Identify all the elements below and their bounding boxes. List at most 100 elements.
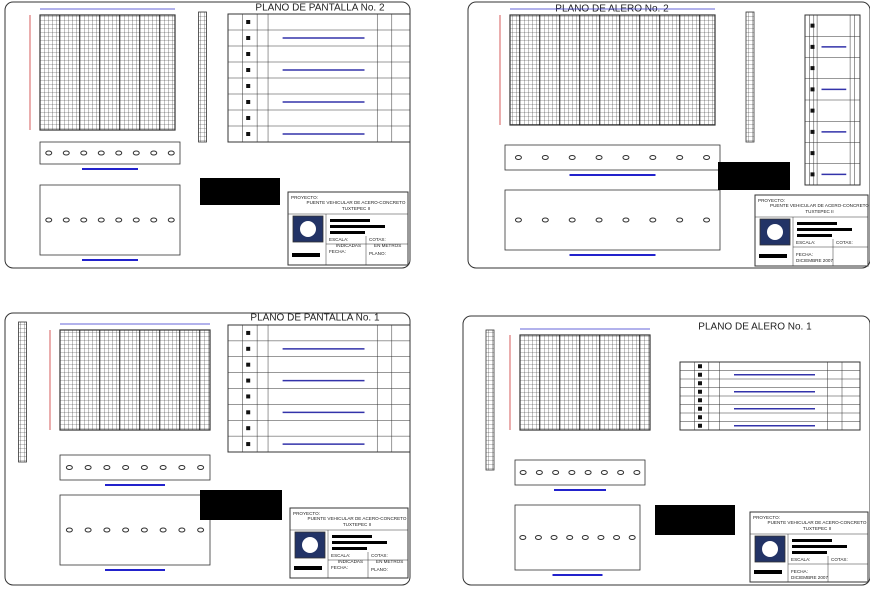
tb-text: FECHA: (791, 569, 808, 574)
tb-text: FECHA: (331, 565, 348, 570)
pile (159, 527, 167, 533)
pile (97, 217, 105, 223)
sheet: PLANO DE PANTALLA No. 1 PROYECTO:PUENTE V… (4, 312, 411, 586)
pile (541, 155, 549, 160)
table-mark (246, 20, 251, 24)
pile (45, 150, 53, 156)
pile (613, 535, 621, 540)
tb-fill (797, 228, 852, 231)
table-mark (246, 378, 251, 383)
pile (703, 155, 711, 160)
pile (178, 465, 186, 470)
tb-fill (797, 222, 837, 225)
table-mark (698, 372, 702, 377)
pile (62, 217, 70, 223)
section-detail (485, 329, 495, 471)
pile (568, 470, 576, 475)
pile (541, 217, 549, 223)
pile (103, 527, 111, 533)
pile (115, 150, 123, 156)
tb-fill (797, 234, 832, 237)
plan-bar (554, 489, 606, 491)
tb-fill (332, 535, 372, 538)
pile (595, 155, 603, 160)
table-mark (810, 172, 815, 177)
pile (45, 217, 53, 223)
tb-fill (792, 545, 847, 548)
table-mark (246, 442, 251, 447)
tb-text: EN METROS (376, 559, 403, 564)
pile (103, 465, 111, 470)
pile (140, 527, 148, 533)
tb-text: TUXTEPEC II (343, 522, 371, 527)
tb-text: FECHA: (796, 252, 813, 257)
tb-fill (294, 566, 322, 570)
title-block (287, 191, 409, 266)
tb-text: PLANO: (369, 251, 386, 256)
logo-mark (762, 541, 778, 557)
pile (84, 465, 92, 470)
table-mark (246, 116, 251, 120)
tb-text: DICIEMBRE 2007 (796, 258, 833, 263)
tb-text: ESCALA: (329, 237, 348, 242)
tb-text: PUENTE VEHICULAR DE ACERO-CONCRETO (770, 203, 869, 208)
pile (62, 150, 70, 156)
pile (622, 155, 630, 160)
sheet-frame (462, 315, 870, 586)
pile (649, 217, 657, 223)
tb-text: DICIEMBRE 2007 (791, 575, 828, 580)
table-mark (698, 423, 702, 428)
pile (140, 465, 148, 470)
pile (122, 465, 130, 470)
table-mark (246, 52, 251, 56)
pile (550, 535, 558, 540)
tb-fill (754, 570, 782, 574)
table-mark (810, 23, 815, 28)
pile (150, 217, 158, 223)
pile (84, 527, 92, 533)
table-mark (698, 406, 702, 411)
tb-text: ESCALA: (331, 553, 350, 558)
note-box (200, 178, 280, 205)
table-mark (246, 394, 251, 399)
pile (178, 527, 186, 533)
table-mark (246, 330, 251, 335)
tb-fill (792, 539, 832, 542)
table-mark (698, 415, 702, 420)
plan-bar (105, 569, 165, 571)
pile (552, 470, 560, 475)
sheet: PLANO DE ALERO No. 1 PROYECTO:PUENTE VEHI… (462, 315, 870, 586)
rebar-bars (520, 335, 650, 430)
note-box (655, 505, 735, 535)
plan-view (59, 454, 211, 481)
tb-fill (330, 219, 370, 222)
pile (617, 470, 625, 475)
pile (566, 535, 574, 540)
note-box (200, 490, 282, 520)
pile (150, 150, 158, 156)
plan-bar (552, 574, 603, 576)
sheet: PLANO DE PANTALLA No. 2 PROYECTO:PUENTE V… (4, 1, 411, 269)
tb-fill (332, 541, 387, 544)
table-mark (246, 132, 251, 136)
tb-text: COTAS: (369, 237, 386, 242)
table-mark (246, 84, 251, 88)
table-mark (810, 129, 815, 134)
table-mark (698, 381, 702, 386)
pile (122, 527, 130, 533)
tb-fill (330, 225, 385, 228)
pile (622, 217, 630, 223)
table-mark (246, 410, 251, 415)
tb-text: COTAS: (371, 553, 388, 558)
section-detail (18, 321, 27, 463)
tb-text: PLANO: (371, 567, 388, 572)
tb-text: PROYECTO: (291, 195, 318, 200)
pile (628, 535, 636, 540)
table-mark (698, 398, 702, 403)
pile (80, 150, 88, 156)
pile (600, 470, 608, 475)
section-detail (745, 11, 755, 143)
pile (633, 470, 641, 475)
tb-text: INDICADAS (336, 243, 361, 248)
